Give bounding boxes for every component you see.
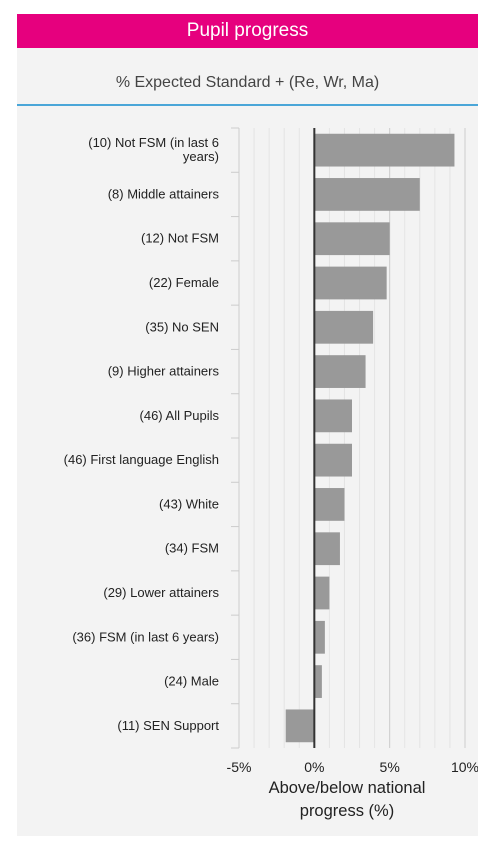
category-label: (8) Middle attainers — [108, 186, 220, 201]
chart-panel: Pupil progress % Expected Standard + (Re… — [17, 14, 478, 836]
bar — [314, 532, 340, 566]
chart-subtitle: % Expected Standard + (Re, Wr, Ma) — [115, 74, 380, 91]
bar — [314, 399, 352, 433]
bar — [285, 709, 315, 743]
category-label: (46) All Pupils — [140, 408, 220, 423]
category-label: (34) FSM — [165, 541, 219, 556]
category-label: (35) No SEN — [145, 319, 219, 334]
bar — [314, 443, 352, 477]
x-tick-label: 10% — [451, 759, 478, 775]
category-label: (46) First language English — [64, 452, 219, 467]
bar — [314, 665, 322, 698]
category-label: (12) Not FSM — [141, 231, 219, 246]
category-label: (11) SEN Support — [117, 718, 219, 733]
bar — [314, 576, 330, 610]
bar — [314, 488, 345, 521]
category-label: (10) Not FSM (in last 6 — [88, 135, 219, 150]
category-label: (43) White — [159, 496, 219, 511]
category-label: (29) Lower attainers — [103, 585, 219, 600]
bar — [314, 310, 374, 344]
category-label: (24) Male — [164, 674, 219, 689]
bar — [314, 355, 366, 388]
bar — [314, 620, 325, 654]
category-label: years) — [183, 149, 219, 164]
category-label: (22) Female — [149, 275, 219, 290]
category-label: (9) Higher attainers — [108, 364, 220, 379]
category-label: (36) FSM (in last 6 years) — [72, 629, 219, 644]
x-tick-label: 5% — [380, 759, 400, 775]
x-tick-label: 0% — [304, 759, 324, 775]
panel-header: Pupil progress — [17, 14, 478, 48]
bar — [314, 178, 420, 211]
panel-title: Pupil progress — [186, 20, 309, 41]
x-axis-title: Above/below national progress (%) — [237, 777, 457, 823]
bar — [314, 133, 455, 167]
x-tick-label: -5% — [227, 759, 252, 775]
x-axis-title-line-1: Above/below national — [268, 779, 426, 797]
bar — [314, 266, 387, 300]
bar — [314, 222, 390, 256]
x-axis-title-line-2: progress (%) — [299, 802, 395, 820]
subtitle-divider — [17, 104, 478, 106]
